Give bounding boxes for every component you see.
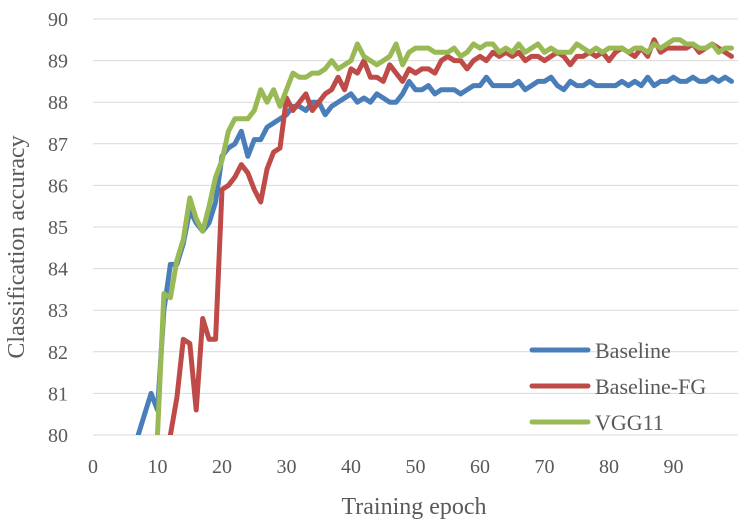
y-tick-label: 85 xyxy=(48,217,68,239)
series-line-baseline-fg xyxy=(167,37,734,435)
y-tick-label: 89 xyxy=(48,51,68,73)
x-tick-label: 0 xyxy=(88,456,98,478)
x-tick-label: 90 xyxy=(664,456,684,478)
x-tick-label: 50 xyxy=(406,456,426,478)
x-tick-label: 40 xyxy=(341,456,361,478)
y-tick-label: 84 xyxy=(48,259,68,281)
y-tick-label: 81 xyxy=(48,383,68,405)
x-tick-label: 10 xyxy=(148,456,168,478)
y-tick-label: 80 xyxy=(48,425,68,447)
x-tick-label: 80 xyxy=(599,456,619,478)
series-line-baseline xyxy=(135,74,734,435)
y-tick-label: 83 xyxy=(48,300,68,322)
series-lines xyxy=(135,37,734,435)
series-line-vgg11 xyxy=(155,37,734,435)
x-axis-title: Training epoch xyxy=(341,494,486,520)
x-tick-label: 20 xyxy=(212,456,232,478)
legend: Baseline Baseline-FG VGG11 xyxy=(529,338,706,435)
legend-label-baseline: Baseline xyxy=(595,338,671,363)
y-axis-title: Classification accuracy xyxy=(4,135,30,358)
y-tick-label: 82 xyxy=(48,342,68,364)
y-tick-label: 86 xyxy=(48,175,68,197)
x-tick-label: 30 xyxy=(277,456,297,478)
legend-label-vgg11: VGG11 xyxy=(595,410,664,435)
y-tick-label: 90 xyxy=(48,9,68,31)
y-tick-label: 87 xyxy=(48,134,68,156)
legend-label-baseline-fg: Baseline-FG xyxy=(595,374,706,399)
x-tick-label: 70 xyxy=(535,456,555,478)
axes: 80 81 82 83 84 85 86 87 88 89 90 0 10 20 30 40 50 60 70 80 9… xyxy=(48,9,738,478)
y-tick-label: 88 xyxy=(48,92,68,114)
x-tick-label: 60 xyxy=(470,456,490,478)
